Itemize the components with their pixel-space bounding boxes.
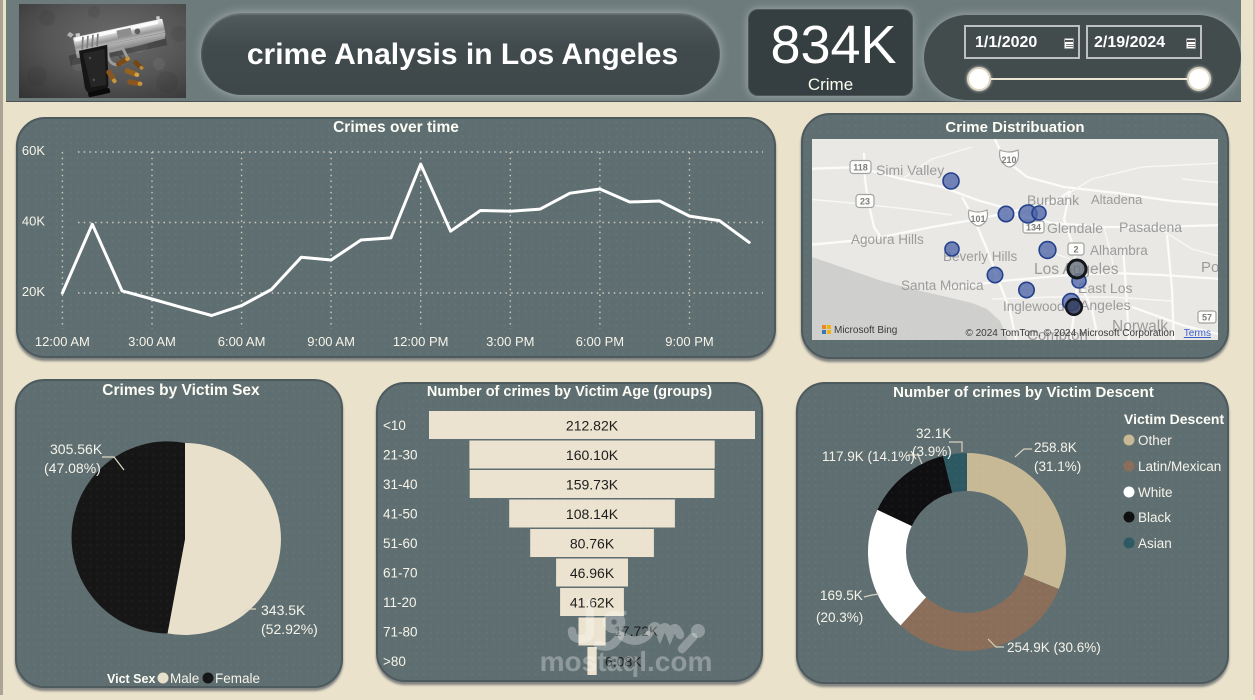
svg-text:20K: 20K (22, 284, 45, 299)
svg-text:(52.92%): (52.92%) (261, 621, 318, 637)
svg-text:Vict Sex: Vict Sex (107, 672, 155, 686)
svg-text:31-40: 31-40 (383, 477, 418, 492)
svg-text:<10: <10 (383, 418, 406, 433)
svg-text:159.73K: 159.73K (566, 477, 619, 493)
svg-text:12:00 PM: 12:00 PM (393, 334, 449, 349)
svg-text:41.62K: 41.62K (570, 595, 615, 611)
svg-text:Burbank: Burbank (1027, 192, 1080, 208)
svg-text:9:00 PM: 9:00 PM (665, 334, 713, 349)
svg-text:Santa Monica: Santa Monica (901, 278, 984, 293)
svg-text:117.9K (14.1%): 117.9K (14.1%) (822, 449, 915, 464)
svg-text:258.8K: 258.8K (1034, 440, 1077, 455)
svg-text:212.82K: 212.82K (566, 418, 619, 434)
svg-text:Female: Female (215, 671, 260, 686)
svg-text:Microsoft Bing: Microsoft Bing (834, 325, 897, 336)
svg-text:(20.3%): (20.3%) (816, 610, 863, 625)
svg-text:12:00 AM: 12:00 AM (35, 334, 90, 349)
svg-text:118: 118 (853, 163, 868, 173)
svg-text:Beverly Hills: Beverly Hills (943, 249, 1018, 264)
svg-text:Norwalk: Norwalk (1112, 318, 1168, 335)
svg-text:Inglewood: Inglewood (1003, 299, 1065, 314)
svg-text:23: 23 (860, 197, 870, 207)
svg-text:254.9K (30.6%): 254.9K (30.6%) (1007, 640, 1101, 655)
svg-text:210: 210 (1001, 155, 1016, 165)
svg-text:57: 57 (1202, 313, 1212, 323)
svg-text:Simi Valley: Simi Valley (876, 162, 944, 178)
svg-text:6.08K: 6.08K (605, 654, 642, 670)
svg-text:Asian: Asian (1138, 536, 1172, 551)
svg-text:Altadena: Altadena (1091, 192, 1143, 207)
svg-text:Latin/Mexican: Latin/Mexican (1138, 459, 1221, 474)
svg-text:>80: >80 (383, 654, 406, 669)
svg-text:(3.9%): (3.9%) (912, 444, 952, 459)
svg-text:Alhambra: Alhambra (1090, 243, 1148, 258)
svg-text:Other: Other (1138, 433, 1172, 448)
svg-text:40K: 40K (22, 214, 45, 229)
svg-text:51-60: 51-60 (383, 536, 418, 551)
svg-text:Angeles: Angeles (1080, 297, 1131, 313)
svg-text:46.96K: 46.96K (570, 565, 615, 581)
svg-text:White: White (1138, 485, 1173, 500)
svg-text:Pasadena: Pasadena (1119, 219, 1182, 235)
svg-text:343.5K: 343.5K (261, 602, 306, 618)
svg-text:2: 2 (1073, 245, 1078, 255)
svg-text:(47.08%): (47.08%) (44, 460, 101, 476)
svg-text:Terms: Terms (1184, 328, 1211, 339)
svg-text:Agoura Hills: Agoura Hills (851, 232, 924, 247)
svg-text:(31.1%): (31.1%) (1034, 459, 1081, 474)
svg-text:Victim Descent: Victim Descent (1124, 411, 1224, 427)
svg-text:80.76K: 80.76K (570, 536, 615, 552)
svg-text:9:00 AM: 9:00 AM (307, 334, 355, 349)
svg-text:108.14K: 108.14K (566, 506, 619, 522)
svg-text:134: 134 (1026, 223, 1041, 233)
svg-text:305.56K: 305.56K (50, 441, 103, 457)
svg-text:11-20: 11-20 (383, 595, 417, 610)
svg-text:41-50: 41-50 (383, 507, 418, 522)
svg-text:Black: Black (1138, 510, 1171, 525)
svg-text:101: 101 (970, 214, 985, 224)
svg-text:Pom: Pom (1201, 259, 1218, 276)
svg-text:6:00 AM: 6:00 AM (218, 334, 266, 349)
svg-text:6:00 PM: 6:00 PM (576, 334, 624, 349)
svg-text:Compton: Compton (1027, 327, 1088, 340)
svg-text:160.10K: 160.10K (566, 447, 619, 463)
svg-text:60K: 60K (22, 143, 45, 158)
svg-text:32.1K: 32.1K (916, 426, 951, 441)
svg-text:71-80: 71-80 (383, 625, 418, 640)
svg-text:© 2024 TomTom, © 2024 Microsof: © 2024 TomTom, © 2024 Microsoft Corporat… (965, 328, 1174, 339)
svg-text:East Los: East Los (1078, 280, 1132, 296)
svg-text:Male: Male (170, 671, 199, 686)
svg-text:3:00 AM: 3:00 AM (128, 334, 176, 349)
svg-text:3:00 PM: 3:00 PM (486, 334, 534, 349)
svg-text:169.5K: 169.5K (820, 588, 863, 603)
svg-text:17.72K: 17.72K (614, 623, 659, 639)
svg-text:Glendale: Glendale (1047, 220, 1103, 236)
svg-text:21-30: 21-30 (383, 448, 418, 463)
svg-text:61-70: 61-70 (383, 566, 418, 581)
